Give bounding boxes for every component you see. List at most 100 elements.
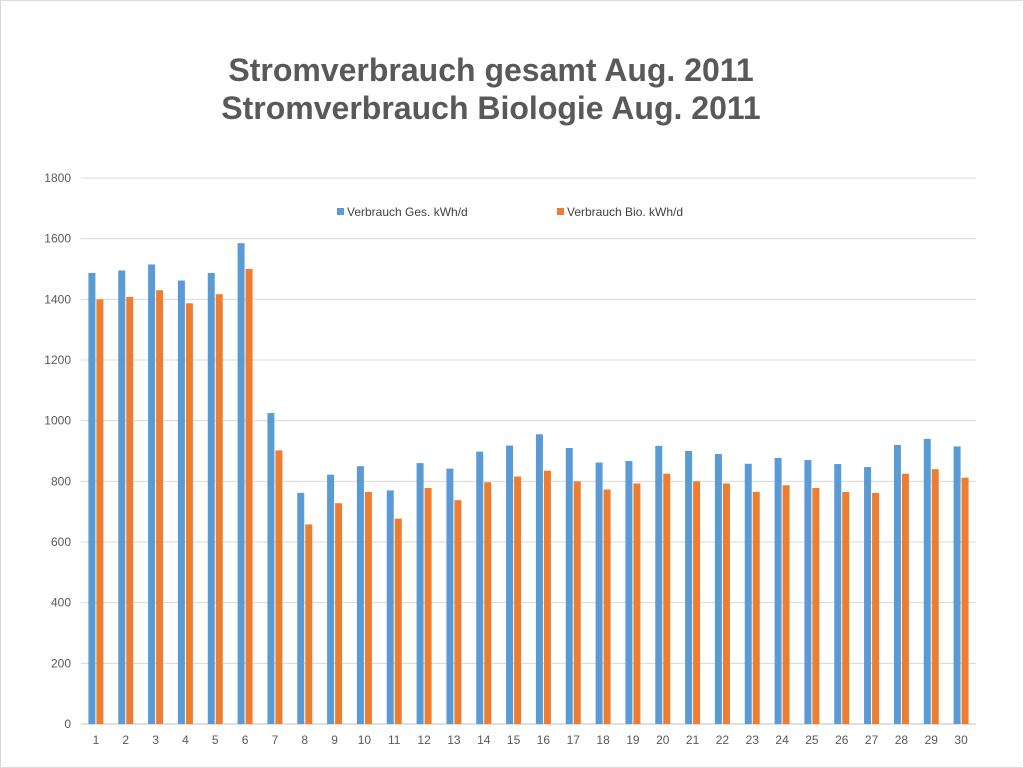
bar-biology	[335, 503, 343, 724]
bar-total	[327, 474, 335, 724]
bar-total	[595, 462, 603, 724]
bar-total	[356, 466, 364, 724]
bar-total	[446, 468, 454, 724]
x-tick-label: 1	[93, 733, 100, 747]
bar-biology	[693, 481, 701, 724]
bar-total	[804, 460, 812, 724]
bar-total	[565, 447, 573, 724]
x-tick-label: 25	[805, 733, 819, 747]
legend-swatch-biology	[557, 208, 564, 215]
bar-total	[267, 413, 275, 724]
x-tick-label: 20	[656, 733, 670, 747]
x-tick-label: 23	[746, 733, 760, 747]
bar-biology	[394, 518, 402, 724]
x-tick-label: 16	[537, 733, 551, 747]
bar-biology	[872, 492, 880, 724]
y-tick-label: 800	[51, 474, 71, 488]
y-tick-label: 0	[64, 717, 71, 731]
x-tick-label: 21	[686, 733, 700, 747]
x-tick-label: 13	[447, 733, 461, 747]
x-tick-label: 22	[716, 733, 730, 747]
bar-biology	[663, 473, 671, 724]
x-tick-label: 28	[895, 733, 909, 747]
bar-biology	[185, 303, 193, 724]
x-tick-label: 18	[596, 733, 610, 747]
bar-biology	[424, 488, 432, 724]
x-tick-label: 5	[212, 733, 219, 747]
bar-total	[88, 272, 96, 724]
x-tick-label: 30	[954, 733, 968, 747]
bar-total	[893, 444, 901, 724]
bar-biology	[245, 269, 253, 724]
bar-total	[506, 445, 514, 724]
bar-total	[476, 451, 484, 724]
x-tick-label: 10	[358, 733, 372, 747]
bar-total	[864, 467, 872, 724]
y-tick-label: 400	[51, 596, 71, 610]
legend-swatch-total	[337, 208, 344, 215]
bar-total	[923, 438, 931, 724]
bar-total	[148, 264, 156, 724]
x-tick-label: 8	[301, 733, 308, 747]
x-tick-label: 6	[242, 733, 249, 747]
bar-total	[685, 451, 693, 724]
bar-biology	[305, 524, 313, 724]
legend-label-total: Verbrauch Ges. kWh/d	[347, 205, 468, 219]
bar-biology	[633, 483, 641, 724]
chart-title-line-2: Stromverbrauch Biologie Aug. 2011	[221, 90, 761, 126]
bar-biology	[842, 491, 850, 724]
bar-biology	[543, 470, 551, 724]
x-tick-label: 3	[152, 733, 159, 747]
y-tick-label: 200	[51, 656, 71, 670]
bar-biology	[961, 477, 969, 724]
bar-biology	[603, 489, 611, 724]
bar-biology	[514, 476, 522, 724]
bar-biology	[782, 485, 790, 724]
y-tick-label: 1600	[44, 232, 71, 246]
x-tick-label: 27	[865, 733, 879, 747]
bar-total	[953, 446, 961, 724]
bar-total	[237, 243, 245, 724]
bar-biology	[275, 450, 283, 724]
chart-title-line-1: Stromverbrauch gesamt Aug. 2011	[228, 52, 754, 88]
bar-biology	[484, 482, 492, 724]
bar-total	[386, 490, 394, 724]
bar-total	[774, 457, 782, 724]
bar-total	[655, 445, 663, 724]
x-tick-label: 26	[835, 733, 849, 747]
x-tick-label: 4	[182, 733, 189, 747]
x-tick-label: 15	[507, 733, 521, 747]
x-tick-label: 29	[925, 733, 939, 747]
y-tick-label: 600	[51, 535, 71, 549]
bar-biology	[812, 488, 820, 724]
bar-biology	[573, 481, 581, 724]
bar-biology	[156, 290, 164, 724]
x-tick-label: 7	[272, 733, 279, 747]
x-tick-label: 19	[626, 733, 640, 747]
x-tick-label: 14	[477, 733, 491, 747]
x-tick-label: 2	[122, 733, 129, 747]
bar-total	[207, 272, 215, 724]
x-tick-label: 24	[775, 733, 789, 747]
chart-title: Stromverbrauch gesamt Aug. 2011 Stromver…	[1, 51, 981, 127]
bar-biology	[96, 299, 104, 724]
bar-biology	[215, 294, 223, 724]
x-tick-label: 17	[567, 733, 581, 747]
bar-biology	[454, 500, 462, 724]
bar-biology	[901, 473, 909, 724]
y-tick-label: 1200	[44, 353, 71, 367]
bar-total	[744, 463, 752, 724]
bar-total	[297, 492, 305, 724]
bar-biology	[722, 483, 730, 724]
bar-total	[535, 434, 543, 724]
bar-total	[118, 270, 126, 724]
y-tick-label: 1400	[44, 292, 71, 306]
legend-label-biology: Verbrauch Bio. kWh/d	[567, 205, 683, 219]
bar-biology	[126, 296, 134, 724]
bar-total	[416, 463, 424, 724]
bar-total	[834, 464, 842, 724]
bar-biology	[364, 491, 372, 724]
x-tick-label: 11	[388, 733, 401, 747]
bar-total	[177, 280, 185, 724]
